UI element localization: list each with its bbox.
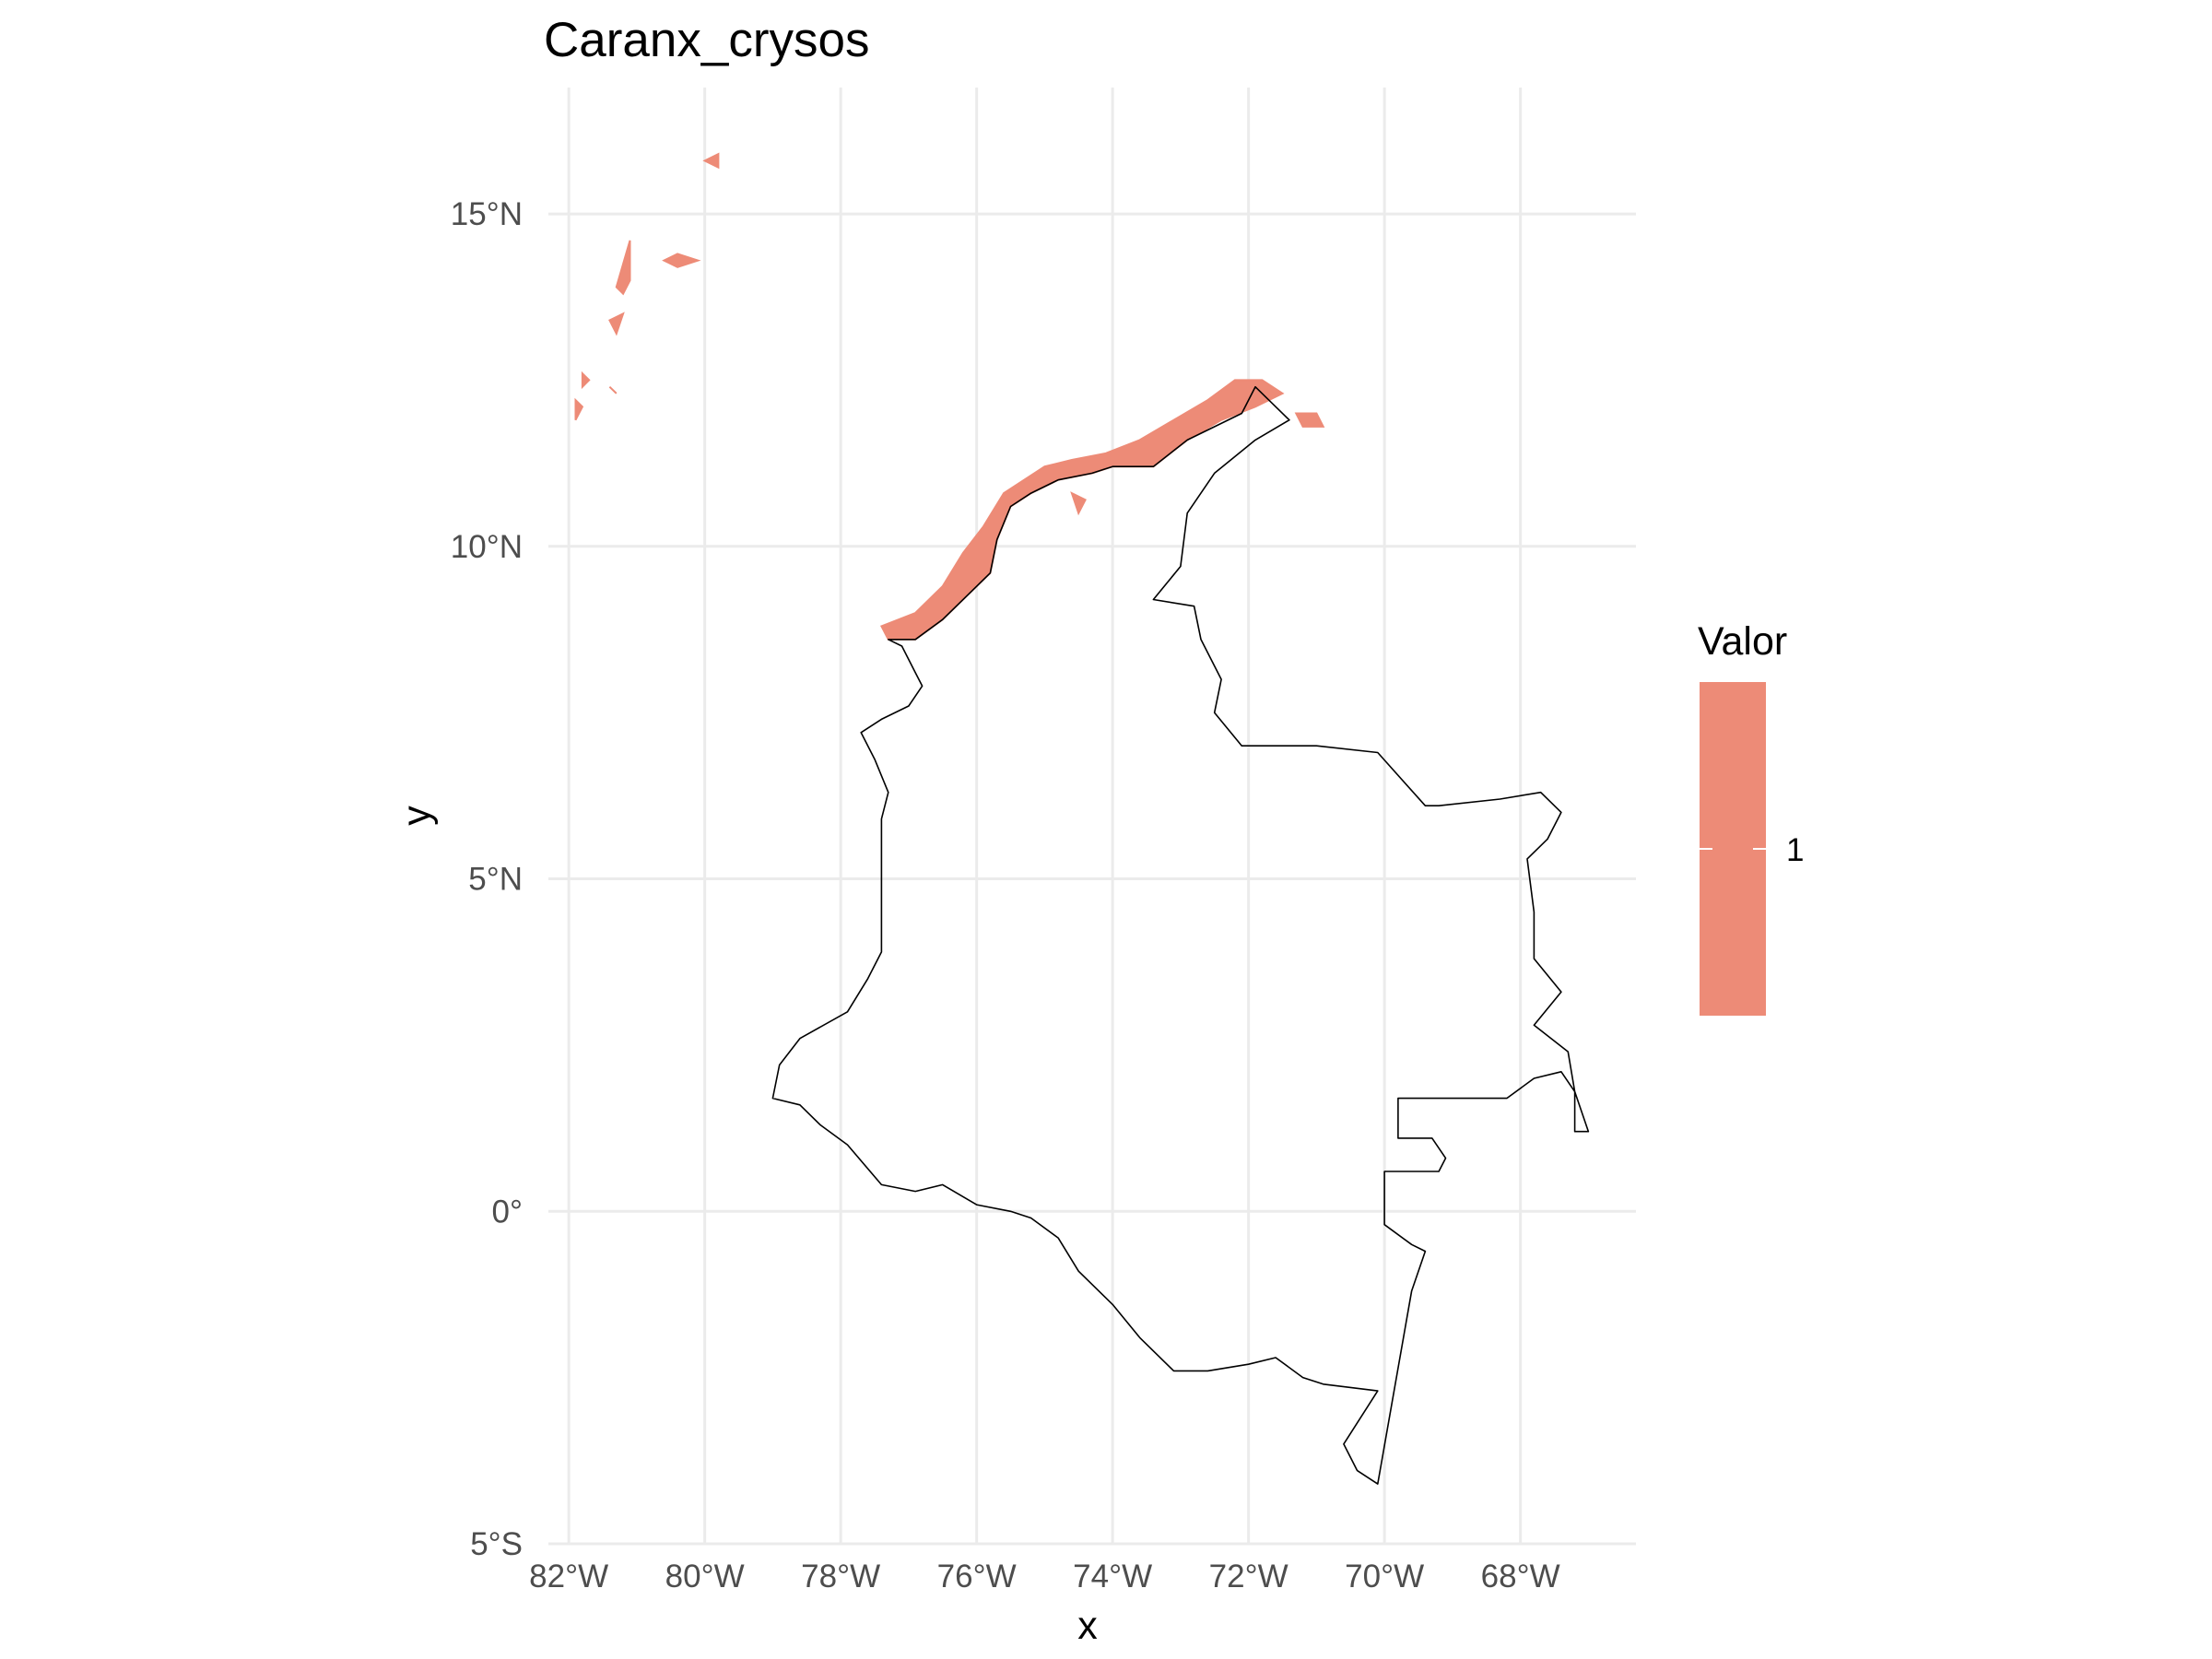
presence-area — [1070, 491, 1087, 516]
x-tick-label: 72°W — [1209, 1559, 1288, 1594]
x-tick-label: 70°W — [1345, 1559, 1424, 1594]
x-axis-ticks: 82°W 80°W 78°W 76°W 74°W 72°W 70°W 68°W — [529, 1559, 1559, 1594]
x-tick-label: 76°W — [937, 1559, 1017, 1594]
x-axis-label: x — [1077, 1604, 1098, 1648]
presence-area — [702, 152, 720, 170]
x-tick-label: 78°W — [801, 1559, 880, 1594]
y-axis-label: y — [394, 806, 439, 826]
x-tick-label: 80°W — [665, 1559, 745, 1594]
presence-area — [1294, 412, 1325, 428]
x-tick-label: 82°W — [529, 1559, 608, 1594]
species-presence-layer — [574, 152, 1325, 641]
map-panel — [548, 88, 1636, 1546]
x-tick-label: 68°W — [1481, 1559, 1560, 1594]
y-axis-ticks: 15°N 10°N 5°N 0° 5°S — [451, 196, 523, 1562]
country-boundary-layer — [771, 385, 1590, 1485]
y-tick-label: 0° — [492, 1194, 523, 1230]
y-tick-label: 5°S — [470, 1526, 523, 1562]
y-tick-label: 10°N — [451, 529, 523, 565]
legend-title: Valor — [1698, 619, 1787, 664]
graticule — [548, 88, 1636, 1546]
x-tick-label: 74°W — [1073, 1559, 1152, 1594]
map-title: Caranx_crysos — [544, 13, 869, 67]
legend-entry-label: 1 — [1786, 832, 1804, 868]
presence-area — [581, 371, 591, 390]
presence-area — [608, 385, 618, 394]
presence-area — [615, 240, 631, 296]
presence-area — [608, 312, 625, 336]
y-tick-label: 5°N — [468, 862, 523, 898]
legend: Valor 1 — [1698, 619, 1804, 1016]
colombia-outline — [771, 385, 1590, 1485]
presence-area — [662, 253, 701, 268]
y-tick-label: 15°N — [451, 196, 523, 232]
presence-area — [574, 397, 584, 421]
